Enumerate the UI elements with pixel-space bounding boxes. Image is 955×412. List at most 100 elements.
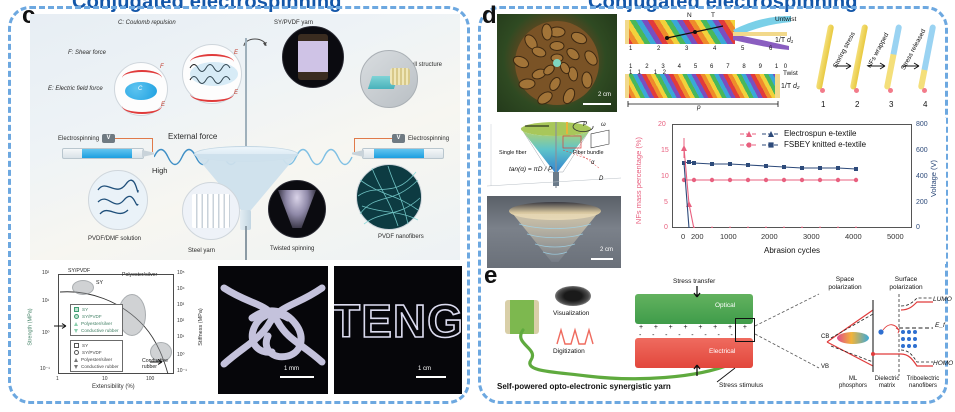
series-fsbey-voltage-markers xyxy=(682,160,858,171)
teng-photo: TENG 1 cm xyxy=(334,266,462,394)
knot-scale-bar xyxy=(280,375,314,378)
label-homo: HOMO xyxy=(933,360,954,367)
untwist-numbers: 1 2 3 4 5 6 xyxy=(629,46,784,52)
label-N: N xyxy=(687,12,692,19)
frac-1-over-T-2: 1/T xyxy=(781,83,791,90)
yarn-spool xyxy=(505,300,539,334)
legend-label-electrospun: Electrospun e-textile xyxy=(784,129,857,138)
legend-marker-fsbey-blue xyxy=(762,141,780,148)
needle-right xyxy=(352,150,364,157)
voltage-box-right: V xyxy=(392,134,405,143)
data-blob-sy xyxy=(72,280,94,295)
annot-polyester-silver: Polyester/silver xyxy=(122,272,158,278)
y2-tick-0: 10⁰ xyxy=(177,352,185,358)
label-high: High xyxy=(152,166,168,175)
bubble-pvdf-dmf xyxy=(88,170,148,230)
p-extent-arrow xyxy=(627,101,779,107)
step-number-2: 2 xyxy=(855,100,860,109)
label-stress-transfer: Stress transfer xyxy=(673,278,716,285)
red-arc-top-2 xyxy=(190,54,234,62)
abr-y2-tick-600: 600 xyxy=(916,147,928,154)
annot-sy: SY xyxy=(96,280,103,286)
cone-scale-label: 2 cm xyxy=(597,92,611,98)
abr-y-tick-5: 5 xyxy=(664,199,668,206)
label-electrospinning-left: Electrospinning xyxy=(58,136,100,142)
inset-leader-lines xyxy=(754,293,820,369)
label-visualization: Visualization xyxy=(553,310,590,317)
y2-tick-m1: 10⁻¹ xyxy=(177,368,187,374)
label-bubble-E2: E xyxy=(234,50,239,56)
knot-illustration xyxy=(220,284,326,368)
label-d2: d₂ xyxy=(792,83,800,90)
spinning-cone-photo: 2 cm xyxy=(487,196,621,268)
legend-label-sypvdf: SY/PVDF xyxy=(82,314,102,319)
abrasion-x-axis-title: Abrasion cycles xyxy=(764,246,821,255)
yarn-stress-steps: 1 2 3 4 Storing stress NFs wrapped Stres… xyxy=(815,18,948,114)
rod-dot-4 xyxy=(922,88,927,93)
abr-y-tick-20: 20 xyxy=(658,121,666,128)
series-electrospun-mass-markers xyxy=(681,145,857,228)
x-tick-1: 1 xyxy=(56,376,59,382)
fiber-squiggle-icon xyxy=(189,62,238,86)
y-tick-m1: 10⁻¹ xyxy=(40,366,50,372)
band-structure-svg xyxy=(826,294,933,376)
y-tick-2: 10² xyxy=(42,270,50,276)
twist-angle-arrow xyxy=(665,25,724,40)
opto-electronic-yarn-diagram: Visualization Digitization Optical Elect… xyxy=(487,272,953,398)
label-twisted-spinning: Twisted spinning xyxy=(270,246,315,252)
twist-d2-frac: 1/T d₂ xyxy=(781,83,800,90)
label-fermi-level: E_f xyxy=(935,322,945,329)
untwist-left-cap xyxy=(625,20,629,44)
label-stress-stimulus: Stress stimulus xyxy=(719,382,764,389)
teng-scale-label: 1 cm xyxy=(418,366,432,372)
legend-marker-sypvdf-open xyxy=(74,350,79,355)
untwist-stripe-band xyxy=(627,20,735,44)
spindle-rod-upper xyxy=(244,38,247,148)
rod-dot-2 xyxy=(854,88,859,93)
untwist-d1-frac: 1/T d₁ xyxy=(775,37,793,44)
fiber-bundle-diagram: Single fiber Fiber bundle tan(α) = πD / … xyxy=(486,120,622,192)
label-electrospinning-right: Electrospinning xyxy=(408,136,450,142)
x-axis-title: Extensibility (%) xyxy=(92,384,135,390)
label-steel-yarn: Steel yarn xyxy=(188,248,216,254)
eye-icon xyxy=(555,286,591,306)
wire-left xyxy=(115,138,153,139)
label-P-fiber: P xyxy=(583,122,588,128)
legend-stiffness: SY SY/PVDF Polyester/silver Conductive r… xyxy=(70,340,123,372)
spool-yarn-body xyxy=(298,34,328,80)
droplet-shape-1 xyxy=(125,82,157,100)
label-bubble-E3: E xyxy=(234,90,239,96)
bubble-pvdf-nanofibers xyxy=(356,164,422,230)
untwist-fan-icon xyxy=(733,16,791,50)
label-digitization: Digitization xyxy=(553,348,585,355)
label-electric-field-force: E: Electric field force xyxy=(48,86,103,92)
label-alpha: α xyxy=(591,160,595,166)
abr-x-tick-200: 200 xyxy=(691,232,704,241)
panel-e-caption: Self-powered opto-electronic synergistic… xyxy=(497,382,671,391)
y2-tick-1: 10¹ xyxy=(177,334,185,340)
y-axis-title: Strength (MPa) xyxy=(27,308,34,346)
band-structure-diagram: Space polarization Surface polarization xyxy=(821,276,953,394)
label-fiber-bundle: Fiber bundle xyxy=(573,150,604,156)
x-tick-100: 100 xyxy=(146,376,155,382)
red-arc-top-1 xyxy=(122,70,162,78)
voltage-box-left: V xyxy=(102,134,115,143)
abrasion-cycles-chart: NFs mass percentage (%) Voltage (V) Abra… xyxy=(628,118,946,264)
legend-strength: SY SY/PVDF Polyester/silver Conductive r… xyxy=(70,304,123,336)
legend-arrow-right xyxy=(150,359,163,365)
rod-dot-3 xyxy=(888,88,893,93)
legend-row-electrospun: Electrospun e-textile xyxy=(740,128,866,139)
legend-label-rubber: Conductive rubber xyxy=(81,328,119,333)
cone-spiral-lines xyxy=(518,223,592,255)
legend-label-fsbey: FSBEY knitted e-textile xyxy=(784,140,867,149)
core-shell-shell xyxy=(390,68,410,85)
label-D-fiber: D xyxy=(599,176,604,182)
label-shear-force: F: Shear force xyxy=(68,50,107,56)
stress-stimulus-leader xyxy=(716,367,736,383)
conjugated-electrospinning-schematic: C: Coulomb repulsion F: Shear force E: E… xyxy=(30,14,460,260)
stress-arrow-up-icon xyxy=(693,364,701,376)
step-arrow-2-icon xyxy=(868,62,886,70)
spindle-rod-lower xyxy=(244,226,247,260)
panel-letter-e: e xyxy=(484,262,498,289)
label-pvdf-nanofibers: PVDF nanofibers xyxy=(378,234,424,240)
